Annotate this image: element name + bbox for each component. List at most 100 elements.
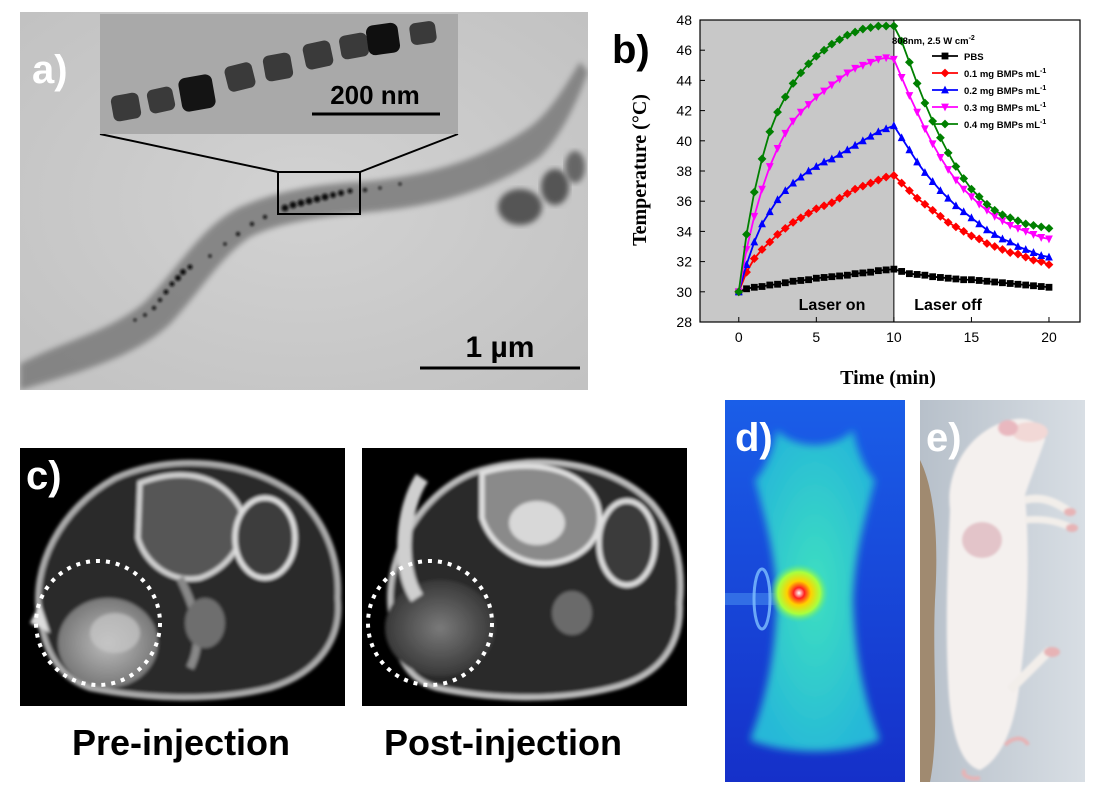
data-point — [897, 36, 907, 46]
data-point — [1037, 283, 1045, 290]
data-point — [890, 265, 898, 273]
data-point — [1021, 245, 1030, 253]
data-point — [828, 273, 836, 281]
data-point — [1037, 234, 1046, 242]
data-point — [913, 157, 922, 166]
data-point — [819, 45, 829, 55]
panel-e-label: e) — [926, 416, 962, 460]
data-point — [811, 51, 821, 61]
panel-d-label: d) — [735, 416, 773, 460]
panel-d-thermal-image: d) — [725, 400, 905, 782]
data-point — [812, 162, 821, 170]
y-axis-label: Temperature (°C) — [629, 94, 651, 246]
legend-entry: 0.2 mg BMPs mL-1 — [964, 85, 1046, 97]
y-tick-label: 32 — [676, 254, 692, 270]
legend-entry: 0.4 mg BMPs mL-1 — [964, 119, 1046, 131]
data-point — [990, 212, 999, 221]
data-point — [1022, 281, 1030, 289]
y-tick-label: 28 — [676, 314, 692, 330]
data-point — [820, 157, 828, 166]
data-point — [951, 222, 961, 232]
data-point — [998, 217, 1007, 226]
data-point — [850, 184, 860, 194]
data-point — [975, 200, 984, 209]
region-label-laser-on: Laser on — [799, 297, 866, 314]
data-point — [928, 177, 937, 185]
x-tick-label: 0 — [735, 329, 743, 345]
data-point — [788, 217, 798, 227]
data-point — [873, 175, 883, 185]
data-point — [1014, 242, 1022, 250]
data-point — [1044, 223, 1054, 233]
data-point — [967, 184, 976, 194]
legend-swatch-marker — [941, 85, 949, 94]
data-point — [773, 144, 782, 153]
data-point — [758, 219, 766, 228]
series-2 — [734, 121, 1053, 296]
panel-c-right-mri — [362, 448, 687, 706]
data-point — [766, 281, 774, 289]
data-point — [974, 234, 984, 244]
tumor-highlight-circle — [34, 559, 162, 687]
panel-b-label: b) — [612, 28, 650, 72]
chart-annotation: 808nm, 2.5 W cm-2 — [892, 35, 975, 47]
data-point — [937, 274, 944, 281]
data-point — [897, 73, 906, 82]
data-point — [858, 181, 868, 191]
data-point — [749, 254, 759, 263]
data-point — [797, 277, 805, 284]
data-point — [929, 273, 937, 281]
data-point — [960, 276, 968, 284]
data-point — [990, 205, 1000, 215]
data-point — [913, 108, 922, 117]
data-point — [1013, 216, 1023, 226]
data-point — [1037, 251, 1046, 259]
data-point — [928, 116, 938, 126]
data-point — [742, 260, 751, 269]
data-point — [944, 274, 952, 282]
data-point — [920, 168, 929, 176]
data-point — [781, 129, 790, 138]
data-point — [843, 145, 852, 154]
data-point — [850, 27, 860, 37]
data-point — [843, 69, 852, 78]
data-point — [990, 230, 999, 238]
inset-scale-label: 200 nm — [330, 80, 420, 110]
data-point — [858, 61, 867, 70]
panel-c-left-mri: c) — [20, 448, 345, 706]
data-point — [843, 271, 851, 279]
data-point — [882, 54, 891, 63]
data-point — [1006, 237, 1015, 246]
data-point — [1045, 283, 1053, 291]
data-point — [773, 107, 782, 117]
data-point — [936, 211, 945, 221]
data-point — [944, 166, 953, 174]
data-point — [982, 239, 992, 248]
data-point — [804, 59, 813, 69]
data-point — [789, 117, 797, 126]
y-tick-label: 44 — [676, 72, 692, 88]
bacterium-body — [20, 62, 588, 390]
data-point — [827, 39, 837, 49]
data-point — [905, 92, 914, 100]
data-point — [827, 81, 836, 90]
data-point — [820, 87, 828, 96]
data-point — [998, 234, 1007, 243]
data-point — [990, 242, 1000, 251]
series-0 — [735, 265, 1053, 296]
data-point — [968, 276, 975, 284]
legend-entry: 0.1 mg BMPs mL-1 — [964, 68, 1046, 80]
data-point — [874, 55, 883, 64]
data-point — [773, 195, 782, 204]
data-point — [983, 206, 991, 215]
legend-swatch-marker — [941, 52, 949, 60]
data-point — [952, 201, 960, 210]
main-scale-label: 1 µm — [466, 331, 535, 364]
legend-swatch-marker — [941, 103, 949, 112]
data-point — [967, 231, 976, 241]
data-point — [912, 193, 922, 203]
data-point — [835, 75, 844, 84]
data-point — [805, 276, 812, 284]
data-point — [881, 21, 891, 31]
data-point — [789, 178, 797, 187]
